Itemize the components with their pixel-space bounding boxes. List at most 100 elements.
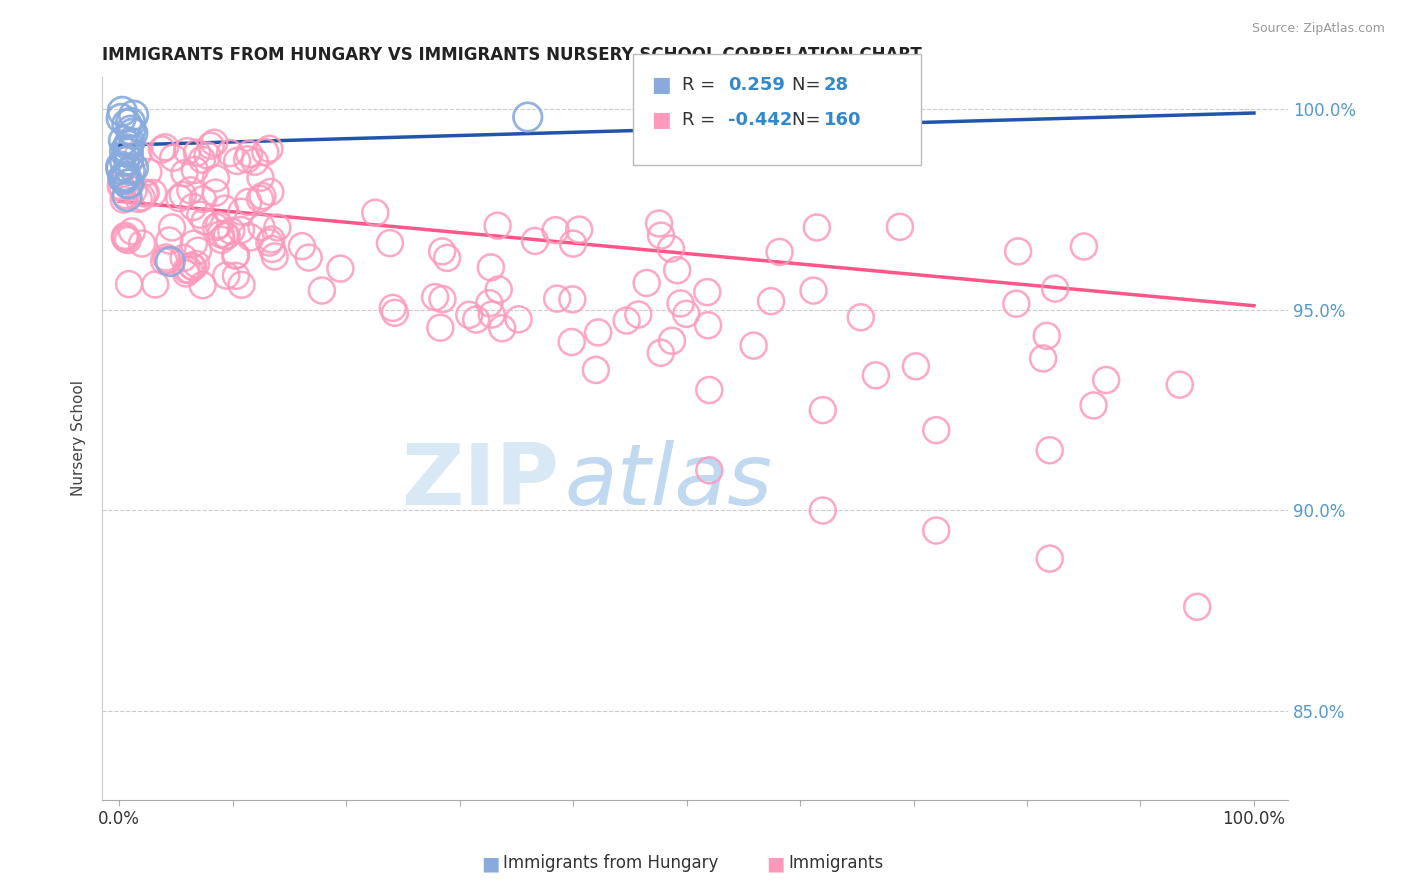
Point <box>697 318 720 333</box>
Point <box>118 277 141 292</box>
Point <box>127 146 149 161</box>
Point <box>1035 329 1057 343</box>
Point <box>616 313 638 327</box>
Point <box>112 193 135 207</box>
Point <box>648 217 671 231</box>
Point <box>381 301 404 315</box>
Point <box>188 208 211 222</box>
Point <box>889 219 911 234</box>
Point <box>117 177 139 191</box>
Point <box>205 219 228 234</box>
Point <box>516 110 538 124</box>
Point <box>219 146 242 161</box>
Point <box>115 188 138 202</box>
Point <box>666 263 689 277</box>
Point <box>174 267 197 281</box>
Point <box>176 144 198 158</box>
Point <box>697 463 720 477</box>
Point <box>176 262 198 277</box>
Point <box>266 220 288 235</box>
Text: Source: ZipAtlas.com: Source: ZipAtlas.com <box>1251 22 1385 36</box>
Point <box>114 169 136 183</box>
Point <box>1095 373 1118 387</box>
Point <box>561 334 583 349</box>
Point <box>479 260 502 275</box>
Text: R =: R = <box>682 76 721 94</box>
Point <box>250 220 273 235</box>
Point <box>122 161 145 175</box>
Point <box>585 363 607 377</box>
Point <box>120 115 142 129</box>
Point <box>329 261 352 276</box>
Point <box>561 293 583 307</box>
Point <box>138 165 160 179</box>
Point <box>114 232 136 246</box>
Point <box>1043 282 1066 296</box>
Point <box>114 145 136 159</box>
Point <box>260 232 283 246</box>
Point <box>120 123 142 137</box>
Y-axis label: Nursery School: Nursery School <box>72 380 86 496</box>
Point <box>225 248 247 262</box>
Point <box>650 346 672 360</box>
Point <box>523 234 546 248</box>
Point <box>430 244 453 259</box>
Text: N=: N= <box>792 112 825 129</box>
Point <box>120 163 142 178</box>
Point <box>214 229 236 244</box>
Point <box>263 249 285 263</box>
Point <box>291 239 314 253</box>
Point <box>183 260 205 275</box>
Point <box>215 268 238 283</box>
Point <box>134 186 156 201</box>
Point <box>114 154 136 169</box>
Point <box>239 230 262 244</box>
Point <box>1039 551 1062 566</box>
Point <box>238 194 260 209</box>
Point <box>131 190 153 204</box>
Point <box>568 222 591 236</box>
Point <box>865 368 887 383</box>
Point <box>173 251 195 265</box>
Point <box>110 159 132 173</box>
Point <box>180 259 202 273</box>
Point <box>259 185 281 199</box>
Point <box>925 423 948 437</box>
Point <box>118 136 141 150</box>
Point <box>211 233 233 247</box>
Point <box>259 235 281 250</box>
Point <box>114 228 136 243</box>
Point <box>156 252 179 267</box>
Point <box>384 306 406 320</box>
Point <box>153 254 176 268</box>
Point <box>238 147 260 161</box>
Point <box>111 171 134 186</box>
Point <box>184 257 207 271</box>
Point <box>155 251 177 265</box>
Point <box>849 310 872 325</box>
Point <box>205 171 228 186</box>
Point <box>128 192 150 206</box>
Point <box>1039 443 1062 458</box>
Point <box>811 503 834 517</box>
Point <box>659 242 682 256</box>
Point <box>1083 399 1105 413</box>
Text: ■: ■ <box>766 854 785 873</box>
Point <box>364 205 387 219</box>
Point <box>262 242 284 256</box>
Point <box>114 230 136 244</box>
Point <box>131 236 153 251</box>
Point <box>249 170 271 185</box>
Point <box>173 166 195 180</box>
Point <box>650 228 672 243</box>
Point <box>181 200 204 214</box>
Point <box>697 383 720 397</box>
Point <box>243 154 266 169</box>
Point <box>811 403 834 417</box>
Point <box>115 189 138 203</box>
Point <box>231 277 253 292</box>
Point <box>458 308 481 322</box>
Point <box>254 145 277 159</box>
Point <box>1005 297 1028 311</box>
Point <box>169 191 191 205</box>
